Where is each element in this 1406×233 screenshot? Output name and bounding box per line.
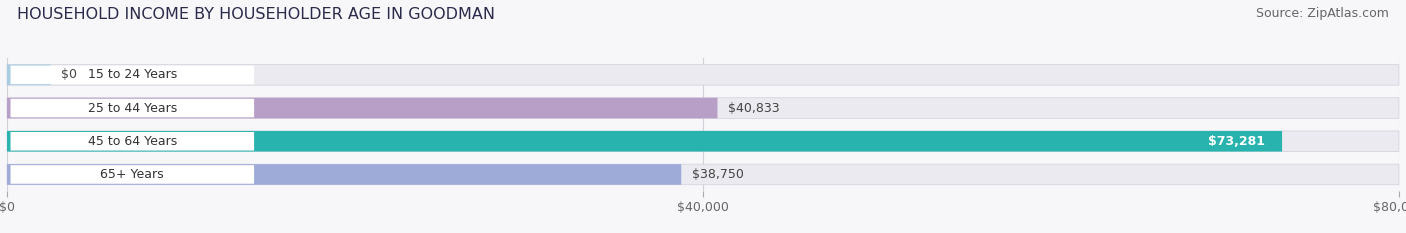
Text: $40,833: $40,833 [728,102,779,115]
Text: 45 to 64 Years: 45 to 64 Years [87,135,177,148]
FancyBboxPatch shape [7,65,1399,85]
FancyBboxPatch shape [10,165,254,184]
Text: $73,281: $73,281 [1208,135,1264,148]
Text: HOUSEHOLD INCOME BY HOUSEHOLDER AGE IN GOODMAN: HOUSEHOLD INCOME BY HOUSEHOLDER AGE IN G… [17,7,495,22]
Text: Source: ZipAtlas.com: Source: ZipAtlas.com [1256,7,1389,20]
FancyBboxPatch shape [7,98,1399,118]
Text: $38,750: $38,750 [692,168,744,181]
FancyBboxPatch shape [7,98,717,118]
FancyBboxPatch shape [7,164,682,185]
Text: 15 to 24 Years: 15 to 24 Years [87,68,177,81]
FancyBboxPatch shape [10,99,254,117]
FancyBboxPatch shape [7,131,1399,151]
Text: $0: $0 [60,68,77,81]
Text: 25 to 44 Years: 25 to 44 Years [87,102,177,115]
FancyBboxPatch shape [7,65,51,85]
FancyBboxPatch shape [10,65,254,84]
FancyBboxPatch shape [7,131,1282,151]
FancyBboxPatch shape [10,132,254,151]
Text: 65+ Years: 65+ Years [100,168,165,181]
FancyBboxPatch shape [7,164,1399,185]
